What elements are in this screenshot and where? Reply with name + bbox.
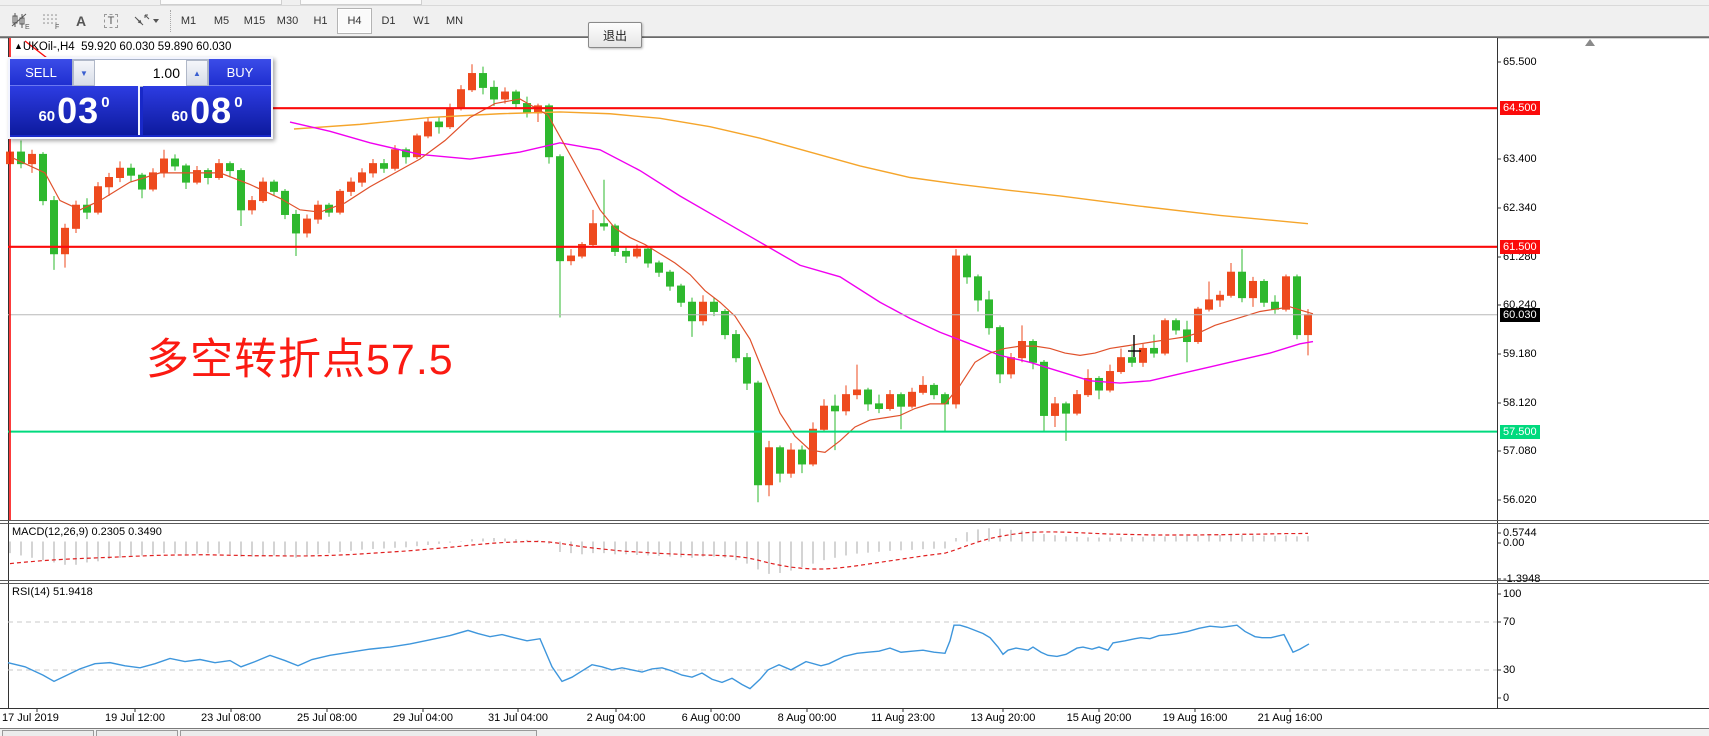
bottom-tab[interactable] (96, 730, 178, 736)
toolbar: E F A T (0, 6, 1709, 36)
one-click-trade-panel: SELL ▼ 1.00 ▲ BUY 60 03 0 60 08 0 (8, 57, 273, 139)
rsi-label: RSI(14) 51.9418 (12, 586, 93, 598)
buy-price-pip: 0 (234, 94, 243, 111)
rsi-axis-label: 70 (1503, 616, 1516, 628)
price-level-label: 64.500 (1500, 101, 1540, 116)
buy-price-main: 08 (190, 89, 233, 131)
price-level-label: 61.500 (1500, 239, 1540, 254)
collapse-triangle-icon[interactable]: ▲ (14, 41, 23, 51)
macd-panel (9, 528, 1309, 574)
svg-text:E: E (25, 24, 30, 30)
cursor-tools-icon[interactable] (126, 9, 166, 34)
time-axis-label: 21 Aug 16:00 (1257, 712, 1323, 724)
time-axis-label: 17 Jul 2019 (2, 712, 59, 724)
toolbar-ghost-button (160, 0, 282, 5)
time-axis-label: 23 Jul 08:00 (201, 712, 261, 724)
cursor-cross-marker (1128, 335, 1141, 357)
sell-price-button[interactable]: 60 03 0 (10, 86, 140, 135)
svg-text:F: F (55, 24, 59, 30)
time-axis-label: 31 Jul 04:00 (488, 712, 548, 724)
time-axis-label: 15 Aug 20:00 (1066, 712, 1132, 724)
time-axis-label: 29 Jul 04:00 (393, 712, 453, 724)
symbol-quote-line: ▲UKOil-,H4 59.920 60.030 59.890 60.030 (14, 41, 231, 53)
toolbar-separator (170, 10, 172, 32)
sell-button[interactable]: SELL (10, 59, 72, 86)
time-axis-label: 19 Jul 12:00 (105, 712, 165, 724)
timeframe-button-h4[interactable]: H4 (337, 8, 372, 34)
macd-label: MACD(12,26,9) 0.2305 0.3490 (12, 526, 162, 538)
price-axis-label: 65.500 (1503, 56, 1537, 68)
price-level-label: 60.030 (1500, 307, 1540, 322)
volume-stepper: ▼ 1.00 ▲ (72, 59, 209, 87)
macd-axis-label: 0.5744 (1503, 527, 1537, 539)
toolbar-row-partial (0, 0, 1709, 6)
bottom-tab-strip (0, 728, 1709, 736)
macd-signal-line (9, 531, 1309, 570)
buy-button[interactable]: BUY (209, 59, 271, 86)
sell-price-main: 03 (57, 89, 100, 131)
macd-axis-label: -1.3948 (1503, 573, 1541, 585)
price-axis-label: 59.180 (1503, 348, 1537, 360)
price-axis-label: 56.020 (1503, 494, 1537, 506)
timeframe-button-mn[interactable]: MN (445, 15, 464, 27)
time-axis-label: 8 Aug 00:00 (777, 712, 837, 724)
time-axis-label: 25 Jul 08:00 (297, 712, 357, 724)
chart-style-icon[interactable]: E (6, 9, 36, 34)
text-label-icon[interactable]: A (75, 13, 87, 29)
symbol-ohlc-text: UKOil-,H4 59.920 60.030 59.890 60.030 (22, 41, 232, 53)
volume-down-button[interactable]: ▼ (73, 60, 95, 86)
chart-annotation-text: 多空转折点57.5 (146, 336, 454, 384)
buy-price-big-figure: 60 (171, 108, 189, 125)
macd-axis-label: 0.00 (1503, 537, 1525, 549)
timeframe-group: M1 M5 M15 M30 H1 H4 D1 W1 MN (172, 8, 471, 34)
timeframe-button-d1[interactable]: D1 (381, 15, 396, 27)
price-level-label: 57.500 (1500, 424, 1540, 439)
timeframe-button-m15[interactable]: M15 (243, 15, 266, 27)
volume-field[interactable]: 1.00 (95, 60, 186, 86)
timeframe-button-w1[interactable]: W1 (413, 15, 430, 27)
rsi-panel (7, 621, 1497, 690)
sell-price-pip: 0 (101, 94, 110, 111)
scroll-to-end-icon (1585, 39, 1595, 46)
price-axis-label: 63.400 (1503, 153, 1537, 165)
bottom-tab[interactable] (2, 730, 94, 736)
time-axis-label: 6 Aug 00:00 (681, 712, 741, 724)
timeframe-button-h1[interactable]: H1 (313, 15, 328, 27)
exit-button[interactable]: 退出 (588, 22, 642, 48)
buy-price-button[interactable]: 60 08 0 (143, 86, 271, 135)
rsi-axis-label: 30 (1503, 664, 1516, 676)
timeframe-button-m30[interactable]: M30 (276, 15, 299, 27)
grid-icon[interactable]: F (36, 9, 66, 34)
bottom-tab[interactable] (180, 730, 537, 736)
time-axis-label: 13 Aug 20:00 (970, 712, 1036, 724)
toolbar-ghost-button (300, 0, 422, 5)
rsi-axis-label: 0 (1503, 692, 1510, 704)
price-axis-label: 62.340 (1503, 202, 1537, 214)
timeframe-button-m1[interactable]: M1 (180, 15, 197, 27)
timeframe-button-m5[interactable]: M5 (213, 15, 230, 27)
time-axis-label: 11 Aug 23:00 (870, 712, 936, 724)
price-axis-label: 61.280 (1503, 251, 1537, 263)
rsi-line (7, 624, 1310, 690)
time-axis-label: 19 Aug 16:00 (1162, 712, 1228, 724)
price-axis-label: 58.120 (1503, 397, 1537, 409)
ma-fast-line (9, 98, 1314, 454)
time-axis-label: 2 Aug 04:00 (586, 712, 646, 724)
volume-up-button[interactable]: ▲ (186, 60, 208, 86)
text-box-icon[interactable]: T (96, 9, 126, 34)
toolbar-divider (0, 36, 1709, 39)
sell-price-big-figure: 60 (38, 108, 56, 125)
price-axis-label: 57.080 (1503, 445, 1537, 457)
toolbar-icon-group: E F A T (6, 8, 176, 34)
rsi-axis-label: 100 (1503, 588, 1522, 600)
ma-slow-line (293, 111, 1309, 225)
